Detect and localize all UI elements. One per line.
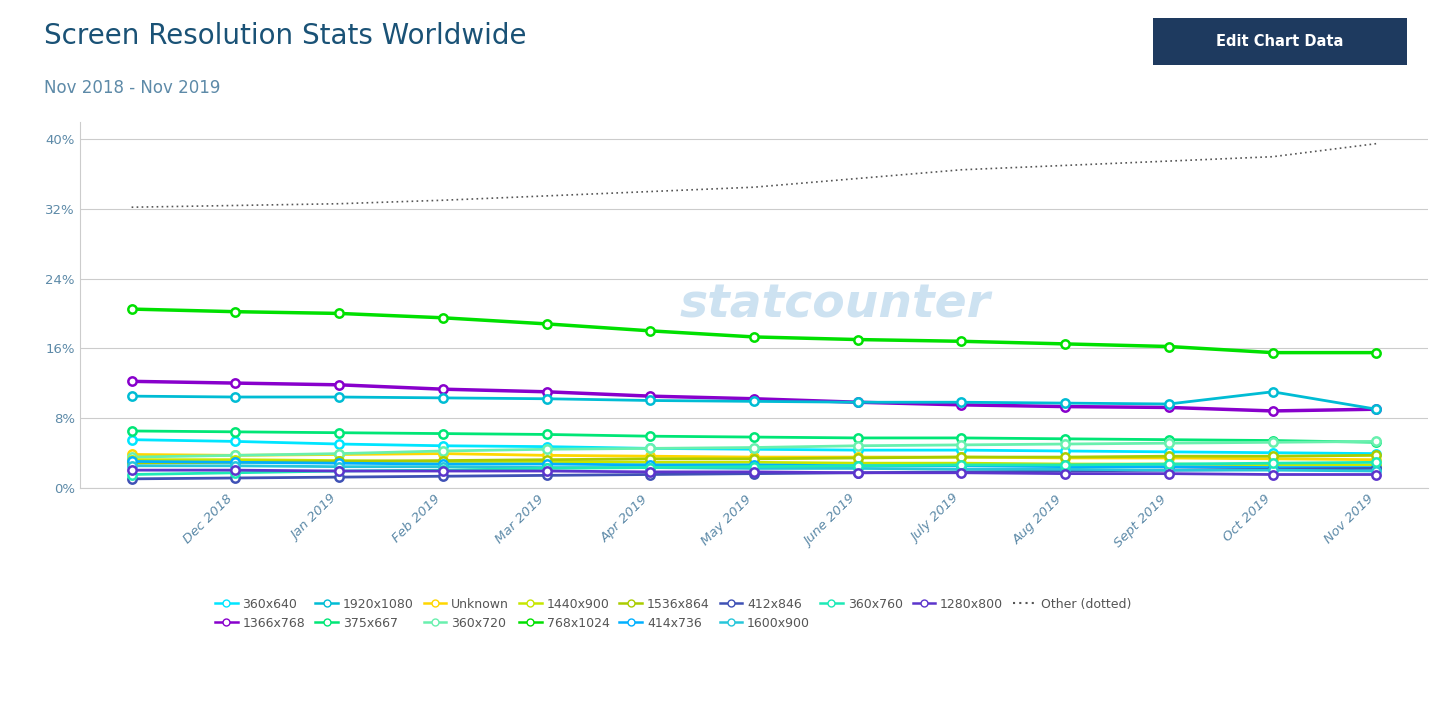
- Text: Edit Chart Data: Edit Chart Data: [1217, 34, 1343, 49]
- Legend: 360x640, 1366x768, 1920x1080, 375x667, Unknown, 360x720, 1440x900, 768x1024, 153: 360x640, 1366x768, 1920x1080, 375x667, U…: [210, 592, 1137, 635]
- Text: Screen Resolution Stats Worldwide: Screen Resolution Stats Worldwide: [44, 22, 526, 49]
- Text: Nov 2018 - Nov 2019: Nov 2018 - Nov 2019: [44, 79, 220, 97]
- Text: statcounter: statcounter: [680, 282, 990, 327]
